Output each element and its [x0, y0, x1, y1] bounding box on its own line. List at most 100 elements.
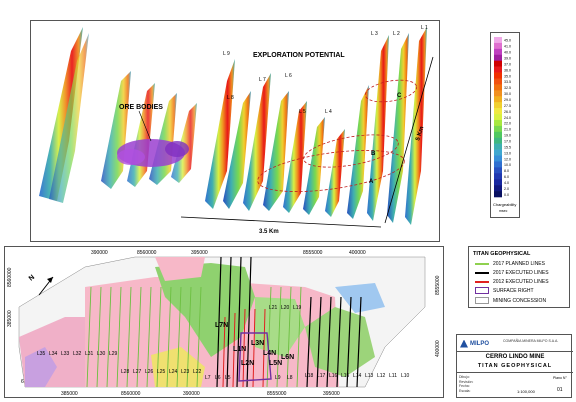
colorbar-swatch — [494, 84, 502, 91]
colorbar-swatch — [494, 125, 502, 133]
colorbar-unit: msec — [499, 209, 508, 213]
geology-purple — [25, 347, 57, 387]
zone-label-a: A — [369, 179, 374, 185]
chargeability-colorbar: 45.0 41.0 40.0 39.0 37.0 36.0 35.0 33.5 32.5 30.0… — [490, 32, 520, 218]
colorbar-swatch — [494, 102, 502, 109]
map-scale-number: 6 — [21, 379, 24, 385]
colorbar-swatch — [494, 48, 502, 56]
colorbar-tick-label: 39.0 — [504, 57, 511, 61]
svg-text:L6: L6 — [215, 375, 221, 381]
colorbar-tick-label: 27.5 — [504, 104, 511, 108]
svg-text:L22: L22 — [193, 369, 202, 375]
colorbar-swatch — [494, 60, 502, 67]
colorbar-swatch — [494, 42, 502, 50]
colorbar-tick-label: 36.0 — [504, 68, 511, 72]
colorbar-tick-label: 30.0 — [504, 92, 511, 96]
colorbar-swatch — [494, 173, 502, 180]
top-tick-3: 8555000 — [303, 250, 323, 256]
line-label-l3: L 3 — [371, 31, 378, 37]
colorbar-swatch — [494, 78, 502, 85]
svg-text:L2N: L2N — [241, 360, 254, 367]
colorbar-tick-label: 6.0 — [504, 175, 509, 179]
svg-text:L1N: L1N — [233, 346, 246, 353]
map-big-line-labels: L7N L1N L2N L3N L4N L5N L6N — [215, 322, 294, 367]
legend-panel: TITAN GEOPHYSICAL 2017 PLANNED LINES 201… — [468, 246, 570, 308]
colorbar-label: Chargeability — [493, 202, 516, 207]
zone-label-c: C — [397, 93, 402, 99]
colorbar-swatch — [494, 155, 502, 162]
colorbar-tick-label: 21.0 — [504, 128, 511, 132]
exploration-3d-panel: ORE BODIES L 9 L 8 L 7 L 6 L 5 L 4 L 3 L… — [30, 20, 440, 242]
legend-item-mining-concession: MINING CONCESSION — [475, 297, 546, 304]
legend-item-executed-2017: 2017 EXECUTED LINES — [475, 270, 549, 276]
svg-text:L14: L14 — [353, 373, 362, 379]
svg-text:L33: L33 — [61, 351, 70, 357]
sheet-label: Plano N° — [553, 376, 567, 380]
right-tick-1: 400000 — [435, 340, 441, 357]
left-tick-1: 8560000 — [7, 267, 13, 287]
line-label-l5: L 5 — [299, 109, 306, 115]
map-line-labels: L35 L34 L33 L32 L31 L30 L29 L28 L27 L26 … — [37, 305, 410, 381]
colorbar-swatch — [494, 90, 502, 97]
bottom-tick-1: 8560000 — [121, 391, 141, 397]
colorbar-tick-label: 26.0 — [504, 110, 511, 114]
svg-text:L4N: L4N — [263, 350, 276, 357]
zone-ellipse-a — [257, 150, 405, 192]
svg-text:L10: L10 — [401, 373, 410, 379]
line-label-l1: L 1 — [421, 25, 428, 31]
company-name: COMPAÑIA MINERA MILPO S.A.A. — [503, 339, 559, 343]
line-label-l4: L 4 — [325, 109, 332, 115]
colorbar-swatch — [494, 185, 502, 192]
title-block: MILPO COMPAÑIA MINERA MILPO S.A.A. CERRO… — [456, 334, 573, 398]
colorbar-swatch — [494, 137, 502, 144]
svg-text:L17: L17 — [317, 373, 326, 379]
colorbar-tick-label: 19.0 — [504, 134, 511, 138]
svg-text:L3N: L3N — [251, 340, 264, 347]
colorbar-swatch — [494, 66, 502, 73]
geology-green-3 — [305, 307, 375, 377]
north-arrow: N — [28, 274, 54, 296]
geology-map: 390000 8560000 395000 8555000 400000 385… — [7, 250, 441, 397]
scale-value: 1:100,000 — [517, 389, 535, 394]
colorbar-swatch — [494, 108, 502, 115]
distance-arrow-vertical — [384, 56, 434, 224]
geology-blue — [335, 283, 385, 313]
colorbar-tick-label: 22.0 — [504, 122, 511, 126]
legend-item-executed-2012: 2012 EXECUTED LINES — [475, 279, 549, 285]
colorbar-tick-label: 8.0 — [504, 169, 509, 173]
planned-lines — [86, 286, 302, 388]
svg-text:L7N: L7N — [215, 322, 228, 329]
drawing-subtitle: TITAN GEOPHYSICAL — [477, 363, 553, 369]
distance-vertical-label: 5 Km — [415, 126, 425, 142]
svg-text:L5: L5 — [225, 375, 231, 381]
colorbar-swatch — [494, 149, 502, 156]
svg-text:L28: L28 — [121, 369, 130, 375]
colorbar-swatch — [494, 167, 502, 174]
top-tick-4: 400000 — [349, 250, 366, 256]
colorbar-tick-label: 10.0 — [504, 163, 511, 167]
svg-text:L15: L15 — [341, 373, 350, 379]
svg-text:L21: L21 — [269, 305, 278, 311]
svg-text:L16: L16 — [329, 373, 338, 379]
colorbar-swatch — [494, 37, 502, 44]
executed-lines-2017 — [216, 256, 362, 388]
colorbar-swatch — [494, 179, 502, 186]
svg-text:L29: L29 — [109, 351, 118, 357]
colorbar-tick-label: 37.0 — [504, 62, 511, 66]
svg-text:L8: L8 — [287, 375, 293, 381]
section-large-2 — [49, 33, 89, 203]
left-tick-0: 385000 — [7, 310, 13, 327]
mine-name: CERRO LINDO MINE — [485, 354, 545, 360]
colorbar-swatch — [494, 131, 502, 139]
line-label-l8: L 8 — [227, 95, 234, 101]
zone-ellipse-b — [303, 134, 399, 168]
legend-title: TITAN GEOPHYSICAL — [473, 251, 531, 257]
svg-text:L23: L23 — [181, 369, 190, 375]
legend-item-planned: 2017 PLANNED LINES — [475, 261, 545, 267]
exploration-title: EXPLORATION POTENTIAL — [253, 52, 345, 59]
distance-horizontal-label: 3.5 Km — [259, 229, 279, 235]
colorbar-tick-label: 4.0 — [504, 181, 509, 185]
zone-ellipse-c — [364, 79, 418, 103]
colorbar-swatch — [494, 191, 502, 198]
colorbar-tick-label: 15.5 — [504, 145, 511, 149]
